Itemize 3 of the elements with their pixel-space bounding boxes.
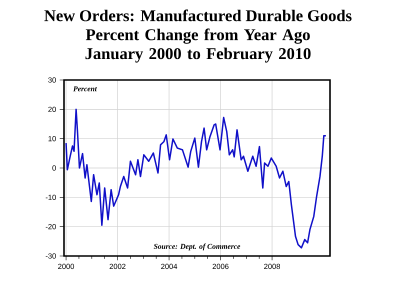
line-series [65, 108, 327, 249]
chart-title: New Orders: Manufactured Durable Goods [44, 10, 352, 22]
chart-subtitle: Percent Change from Year Ago January 2000 to February 2010 [85, 28, 311, 63]
